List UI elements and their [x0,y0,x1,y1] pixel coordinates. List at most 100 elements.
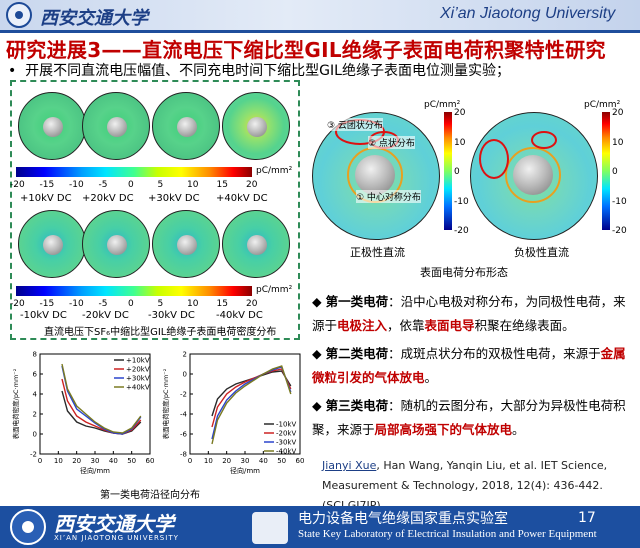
y-axis-label: 表面电荷密度/pC·mm⁻² [161,368,170,439]
dot-ring [531,131,557,149]
bullet-highlight: 电极注入 [337,318,388,333]
slide-title: 研究进展3——直流电压下缩比型GIL绝缘子表面电荷积聚特性研究 [6,38,606,62]
x-tick-label: 40 [109,457,118,465]
header-divider [0,30,640,33]
center-electrode [247,235,267,255]
vbar-tick: 20 [454,108,466,118]
vbar-tick: -10 [454,196,469,207]
y-tick-label: -6 [180,431,188,439]
bullet-diamond-icon: ◆ [312,346,326,361]
colorbar-tick: 15 [216,180,228,190]
subtitle-text: 开展不同直流电压幅值、不同充电时间下缩比型GIL绝缘子表面电位测量实验； [25,63,510,79]
series-line--40kV [211,365,292,445]
x-tick-label: 50 [127,457,136,465]
charge-map-disk [18,210,86,278]
bullet-lead: 第一类电荷 [325,294,389,309]
charge-map-disk [18,92,86,160]
x-tick-label: 60 [296,457,305,465]
annotation-cloud: ③ 云团状分布 [327,118,383,131]
y-tick-label: 0 [33,431,37,439]
footer-lab-en: State Key Laboratory of Electrical Insul… [298,528,597,540]
bullet-highlight: 表面电导 [424,318,475,333]
y-tick-label: -8 [180,451,187,459]
legend-label: +40kV [126,384,150,392]
annotation-center: ① 中心对称分布 [356,190,421,203]
bullet-text: 。 [424,370,438,385]
negative-polarity-disk [470,112,598,240]
unit-positive: pC/mm² [424,100,461,110]
vbar-tick: 0 [454,167,460,177]
vbar-tick: 20 [612,108,624,118]
charge-map-disk [222,210,290,278]
right-panel-caption: 表面电荷分布形态 [420,266,508,279]
y-tick-label: 2 [33,411,37,419]
colorbar-positive [16,167,252,177]
center-electrode [247,117,267,137]
y-tick-label: -2 [30,451,37,459]
colorbar-negative [16,286,252,296]
series-line--30kV [211,366,292,440]
bullet-highlight: 局部高场强下的气体放电 [374,422,513,437]
x-tick-label: 30 [91,457,100,465]
x-tick-label: 0 [188,457,192,465]
legend-label: +10kV [126,357,150,365]
charge-map-disk [152,92,220,160]
colorbar-unit-negative: pC/mm² [256,285,293,295]
dc-voltage-label: -20kV DC [82,310,129,321]
x-tick-label: 10 [204,457,213,465]
series-line--20kV [211,368,292,428]
bullet-highlight: 金属微粒引发的气体放电 [312,346,626,385]
radial-chart-negative: 0 10 20 30 40 50 60 -8 -6 -4 -2 0 2 径向/mm 表面电荷密度/pC·mm… [161,351,305,476]
x-tick-label: 20 [72,457,81,465]
colorbar-tick: 5 [157,180,164,190]
plot-frame [39,353,151,455]
center-electrode [177,235,197,255]
lab-logo-icon [252,512,288,544]
positive-polarity-disk [312,112,440,240]
legend-label: -40kV [276,448,296,456]
colorbar-tick: -20 [10,180,25,190]
colorbar-tick: -10 [69,299,84,309]
y-tick-label: 0 [183,371,187,379]
x-tick-label: 60 [146,457,155,465]
colorbar-tick: 20 [246,180,258,190]
dc-voltage-label: -30kV DC [148,310,195,321]
bullet-diamond-icon: ◆ [312,398,326,413]
bullet-lead: 第三类电荷 [325,398,389,413]
colorbar-tick: 10 [187,299,199,309]
label-positive-dc: 正极性直流 [350,246,405,259]
colorbar-tick: 15 [216,299,228,309]
center-electrode [177,117,197,137]
legend-label: +20kV [126,366,150,374]
y-tick-label: 8 [33,351,37,359]
charge-map-disk [222,92,290,160]
center-electrode [43,235,63,255]
label-negative-dc: 负极性直流 [514,246,569,259]
series-line-+30kV [61,365,142,435]
bullet-third-charge: ◆ 第三类电荷：随机的云图分布，大部分为异极性电荷积聚，来源于局部高场强下的气体… [312,394,632,442]
charge-map-disk [152,210,220,278]
bullet-second-charge: ◆ 第二类电荷：成斑点状分布的双极性电荷，来源于金属微粒引发的气体放电。 [312,342,632,390]
footer-university-cn: 西安交通大学 [54,512,174,536]
vbar-tick: -20 [454,226,469,236]
bullet-diamond-icon: ◆ [312,294,326,309]
dc-voltage-label: +40kV DC [216,193,268,204]
colorbar-tick: -15 [39,180,55,190]
bullet-text: 。 [512,422,525,437]
x-tick-label: 0 [38,457,42,465]
colorbar-tick: -5 [98,299,108,309]
y-tick-label: -4 [180,411,188,419]
header-university-cn: 西安交通大学 [40,8,148,29]
bullet-dot: • [8,63,26,79]
dc-voltage-label: +20kV DC [82,193,134,204]
vbar-tick: -20 [612,226,627,236]
subtitle: • 开展不同直流电压幅值、不同充电时间下缩比型GIL绝缘子表面电位测量实验； [8,60,510,80]
page-number: 17 [578,510,596,526]
x-axis-label: 径向/mm [230,466,260,475]
x-tick-label: 50 [277,457,286,465]
reference-author[interactable]: Jianyi Xue [322,459,377,472]
dc-voltage-label: -40kV DC [216,310,263,321]
dc-voltage-label: -10kV DC [20,310,67,321]
colorbar-tick: -20 [10,299,25,309]
x-tick-label: 20 [222,457,231,465]
